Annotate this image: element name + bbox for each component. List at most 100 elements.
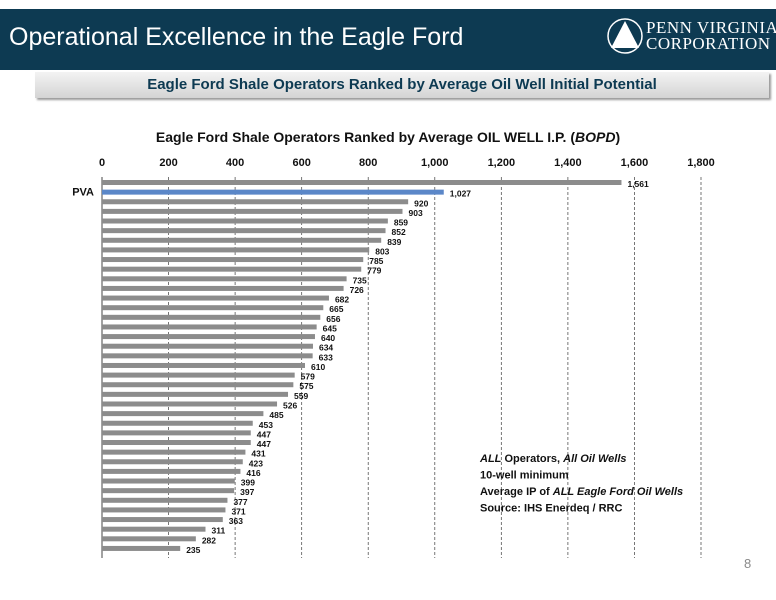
chart-title: Eagle Ford Shale Operators Ranked by Ave… (156, 129, 620, 145)
bar (102, 276, 347, 282)
bar (102, 526, 206, 532)
page-number: 8 (744, 556, 752, 571)
data-label: 1,027 (450, 189, 472, 199)
data-label: 859 (394, 218, 408, 228)
bar (102, 372, 295, 378)
x-tick-label: 0 (99, 157, 105, 169)
data-label: 311 (211, 526, 225, 536)
x-tick-label: 200 (159, 157, 177, 169)
data-label: 610 (311, 362, 325, 372)
bar (102, 257, 364, 263)
data-label: 485 (269, 410, 283, 420)
bar (102, 266, 362, 272)
bar (102, 343, 313, 349)
data-label: 645 (323, 323, 337, 333)
data-label: 559 (294, 391, 308, 401)
bar (102, 468, 241, 474)
x-tick-label: 400 (226, 157, 244, 169)
category-label: PVA (72, 187, 94, 199)
data-label: 416 (246, 468, 260, 478)
bar (102, 440, 251, 446)
bar (102, 189, 444, 195)
data-label: 453 (259, 420, 273, 430)
data-label: 803 (375, 246, 389, 256)
bar (102, 199, 409, 205)
bar (102, 391, 289, 397)
bar (102, 401, 278, 407)
data-label: 735 (353, 275, 367, 285)
x-tick-label: 1,400 (554, 157, 582, 169)
bar (102, 324, 317, 330)
bar (102, 545, 181, 551)
x-tick-label: 1,200 (488, 157, 516, 169)
triangle-in-circle-icon (607, 18, 643, 54)
x-tick-label: 1,800 (687, 157, 715, 169)
bar (102, 430, 251, 436)
bar (102, 488, 235, 494)
data-label: 1,561 (627, 179, 649, 189)
data-label: 399 (241, 478, 255, 488)
data-label: 682 (335, 295, 349, 305)
bar (102, 536, 196, 542)
data-label: 282 (202, 535, 216, 545)
bar (102, 305, 324, 311)
data-label: 726 (350, 285, 364, 295)
annotation-line: Average IP of ALL Eagle Ford Oil Wells (480, 486, 683, 498)
bar (102, 353, 313, 359)
data-label: 423 (249, 458, 263, 468)
data-label: 235 (186, 545, 200, 555)
bar (102, 459, 243, 465)
data-label: 839 (387, 237, 401, 247)
logo-line-1: PENN VIRGINIA (646, 18, 776, 37)
data-label: 579 (301, 372, 315, 382)
annotation-line: ALL Operators, All Oil Wells (479, 453, 627, 465)
bar (102, 247, 370, 253)
logo-line-2: CORPORATION (646, 34, 771, 53)
bar (102, 362, 305, 368)
data-label: 447 (257, 439, 271, 449)
bar (102, 517, 223, 523)
data-label: 633 (319, 352, 333, 362)
bar (102, 382, 294, 388)
bar (102, 208, 403, 214)
data-label: 640 (321, 333, 335, 343)
data-label: 447 (257, 429, 271, 439)
data-label: 377 (233, 497, 247, 507)
data-label: 656 (326, 314, 340, 324)
data-label: 363 (229, 516, 243, 526)
annotation-line: Source: IHS Enerdeq / RRC (480, 503, 622, 515)
data-label: 852 (392, 227, 406, 237)
x-tick-label: 800 (359, 157, 377, 169)
x-tick-label: 600 (292, 157, 310, 169)
data-label: 903 (408, 208, 422, 218)
data-label: 371 (231, 506, 245, 516)
bar (102, 314, 321, 320)
bar (102, 334, 315, 340)
bar (102, 478, 235, 484)
annotation-line: 10-well minimum (480, 470, 569, 482)
bar (102, 411, 264, 417)
data-label: 779 (367, 266, 381, 276)
data-label: 634 (319, 343, 333, 353)
bar (102, 420, 253, 426)
bar (102, 180, 622, 185)
bar (102, 507, 226, 513)
bar (102, 497, 228, 503)
bar (102, 285, 344, 291)
data-label: 665 (329, 304, 343, 314)
page-title: Operational Excellence in the Eagle Ford (9, 23, 464, 51)
bar (102, 218, 388, 224)
bar (102, 228, 386, 234)
bar (102, 237, 382, 243)
x-tick-label: 1,600 (621, 157, 649, 169)
bar-chart: Eagle Ford Shale Operators Ranked by Ave… (72, 129, 715, 558)
logo-text: PENN VIRGINIA CORPORATION (646, 18, 776, 53)
subtitle: Eagle Ford Shale Operators Ranked by Ave… (147, 76, 657, 93)
header-bar: Operational Excellence in the Eagle Ford… (0, 9, 776, 70)
data-label: 575 (299, 381, 313, 391)
data-label: 785 (369, 256, 383, 266)
data-label: 397 (240, 487, 254, 497)
x-tick-label: 1,000 (421, 157, 449, 169)
data-label: 920 (414, 198, 428, 208)
bar (102, 295, 329, 301)
